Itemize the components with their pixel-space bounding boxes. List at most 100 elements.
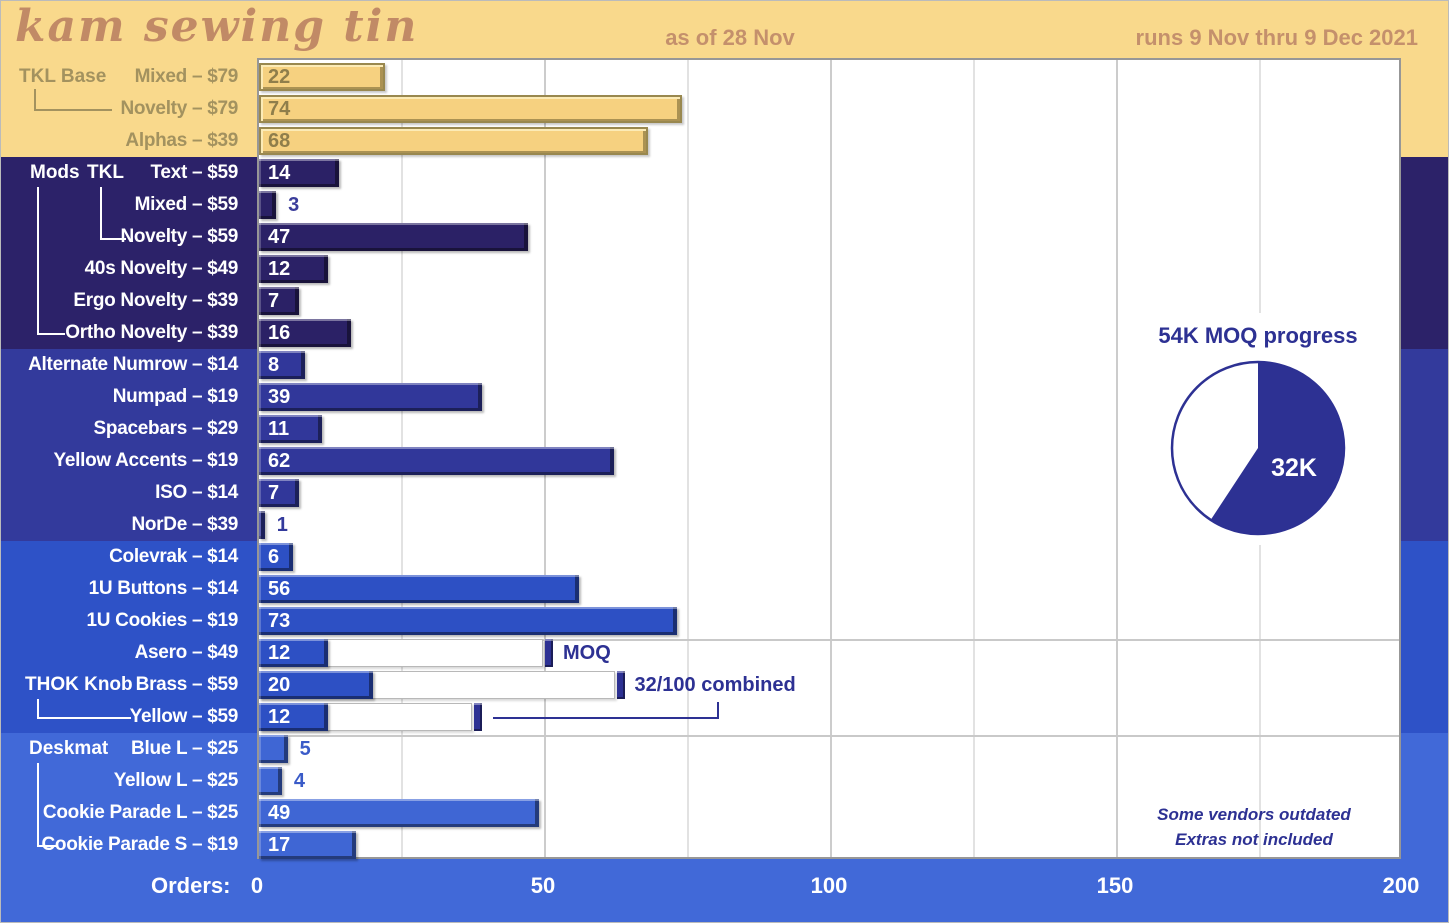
bar (259, 351, 305, 379)
row-label: Novelty – $79 (120, 98, 238, 119)
bracket-deskmat (37, 763, 57, 847)
gridline-100 (830, 60, 832, 857)
pie-filled-slice (1210, 362, 1344, 534)
gridline-75 (687, 60, 689, 857)
bar-value: 20 (268, 674, 291, 696)
run-dates: runs 9 Nov thru 9 Dec 2021 (1135, 25, 1418, 50)
row-label: Novelty – $59 (120, 226, 238, 247)
bar (259, 735, 288, 763)
row-label: ISO – $14 (155, 482, 238, 503)
bar-value: 62 (268, 450, 291, 472)
row-label: Spacebars – $29 (93, 418, 239, 439)
bar-value: 17 (268, 834, 291, 856)
row-label: NorDe – $39 (131, 514, 238, 535)
bar (259, 639, 328, 667)
axis-tick-200: 200 (1382, 873, 1420, 898)
bar (259, 127, 648, 155)
bar-value: 12 (268, 706, 291, 728)
bar (259, 415, 322, 443)
bar-value: 73 (268, 610, 291, 632)
row-label: Ergo Novelty – $39 (73, 290, 238, 311)
row-label: Numpad – $19 (112, 386, 239, 407)
bar-value: 49 (268, 802, 291, 824)
bar (259, 479, 300, 507)
bar-value: 39 (268, 386, 291, 408)
pie-title: 54K MOQ progress (1158, 323, 1358, 348)
bar (259, 511, 265, 539)
footnote-line-1: Some vendors outdated (1157, 805, 1351, 824)
row-label: Alphas – $39 (125, 130, 238, 151)
footnote-line-2: Extras not included (1175, 830, 1333, 849)
bar-value: 11 (268, 418, 290, 440)
bar-value-outside: 5 (299, 738, 311, 760)
bar (259, 799, 540, 827)
bar (259, 287, 300, 315)
row-label: Alternate Numrow – $14 (28, 354, 238, 375)
bar (259, 383, 483, 411)
moq-annotation: 32/100 combined (634, 674, 796, 696)
bar (259, 703, 328, 731)
row-label: 40s Novelty – $49 (84, 258, 239, 279)
moq-group-rule-2 (259, 735, 1399, 737)
row-label: Brass – $59 (135, 674, 239, 695)
bar-value: 7 (268, 290, 280, 312)
axis-tick-50: 50 (530, 873, 556, 898)
row-label: Mixed – $79 (134, 66, 239, 87)
bar-value-outside: 3 (288, 194, 300, 216)
bar (259, 671, 374, 699)
row-label: Colevrak – $14 (109, 546, 238, 567)
bar (259, 223, 528, 251)
pie-chart: 32K (1170, 360, 1346, 536)
bar-value-outside: 4 (293, 770, 305, 792)
bracket-mods (37, 187, 65, 335)
bar (259, 767, 282, 795)
bar-value: 22 (268, 66, 291, 88)
bar (259, 63, 385, 91)
gridline-150 (1116, 60, 1118, 857)
group-label: THOK Knob (25, 674, 133, 695)
row-label: Cookie Parade L – $25 (42, 802, 238, 823)
group-label: Deskmat (29, 738, 109, 759)
row-label: Blue L – $25 (131, 738, 238, 759)
axis-tick-150: 150 (1096, 873, 1134, 898)
row-label: 1U Cookies – $19 (86, 610, 238, 631)
row-label: Cookie Parade S – $19 (41, 834, 239, 855)
bar-value: 8 (268, 354, 280, 376)
row-label: Yellow L – $25 (113, 770, 239, 791)
bar (259, 543, 294, 571)
bar-value: 12 (268, 258, 291, 280)
bar (259, 447, 614, 475)
group-label: Mods (30, 162, 80, 183)
bracket-tkl-base (34, 89, 112, 111)
gridline-125 (973, 60, 975, 857)
moq-tick (616, 671, 625, 699)
moq-group-rule-1 (259, 639, 1399, 641)
bar-value: 6 (268, 546, 280, 568)
pie-filled-label: 32K (1271, 454, 1317, 482)
as-of-date: as of 28 Nov (665, 25, 795, 50)
row-label: 1U Buttons – $14 (88, 578, 239, 599)
group-label: TKL (87, 162, 124, 183)
row-label: Yellow Accents – $19 (53, 450, 239, 471)
bar-value: 74 (268, 98, 291, 120)
bar-value: 7 (268, 482, 280, 504)
bar (259, 159, 340, 187)
bar-value: 14 (268, 162, 291, 184)
bar-value: 68 (268, 130, 291, 152)
row-label: Ortho Novelty – $39 (65, 322, 238, 343)
bar (259, 607, 677, 635)
moq-annotation: MOQ (563, 642, 611, 664)
bar (259, 319, 351, 347)
bar-value-outside: 1 (276, 514, 288, 536)
bracket-thok-knob (37, 699, 131, 719)
bar (259, 255, 328, 283)
bar-value: 12 (268, 642, 291, 664)
moq-tick (473, 703, 482, 731)
bar (259, 191, 277, 219)
bar (259, 95, 683, 123)
row-label: Mixed – $59 (134, 194, 239, 215)
row-label: Text – $59 (150, 162, 239, 183)
row-label: Yellow – $59 (129, 706, 239, 727)
bar (259, 575, 580, 603)
